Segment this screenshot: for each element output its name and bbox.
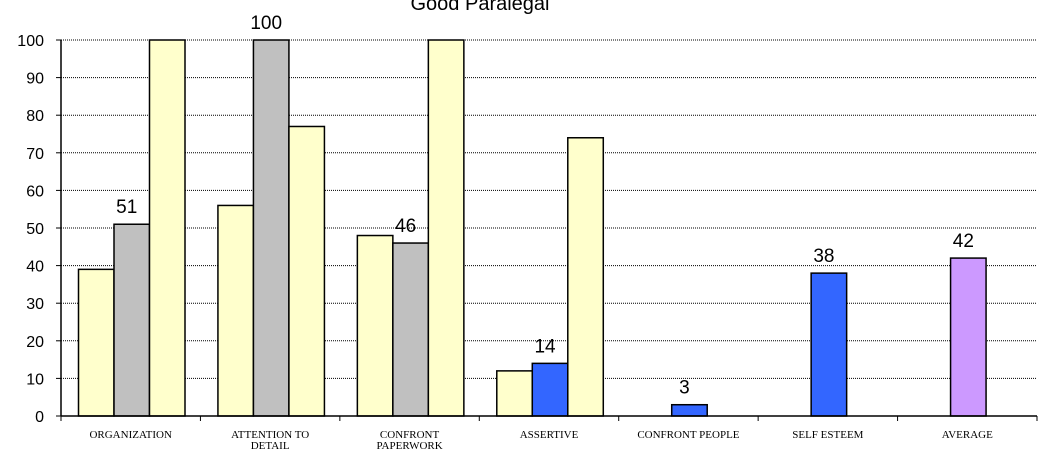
y-tick-label: 70 <box>26 146 44 163</box>
y-tick-label: 0 <box>35 409 44 426</box>
bar <box>567 137 605 417</box>
bar <box>148 39 186 417</box>
x-tick-label: ORGANIZATION <box>89 429 172 441</box>
x-tick-label: CONFRONT PAPERWORK <box>376 429 442 452</box>
data-label: 46 <box>395 216 416 237</box>
data-label: 42 <box>953 231 974 252</box>
data-label: 3 <box>679 378 690 399</box>
bar <box>531 362 569 417</box>
axes <box>56 39 1038 421</box>
data-label: 14 <box>534 336 556 357</box>
data-label: 38 <box>813 246 834 267</box>
bar <box>288 125 326 417</box>
bar <box>949 257 987 417</box>
labels: 0 10 20 30 40 50 60 70 80 90 100 51 ORGANIZATION 100 A… <box>17 13 993 452</box>
bar <box>392 242 430 417</box>
x-tick-label: AVERAGE <box>942 429 993 441</box>
bar <box>810 272 848 417</box>
bar <box>113 223 151 417</box>
y-tick-label: 50 <box>26 221 44 238</box>
chart-title: Good Paralegal <box>411 0 550 15</box>
bar <box>670 403 708 417</box>
bar <box>496 370 534 417</box>
bar <box>252 39 290 417</box>
y-tick-label: 100 <box>17 33 44 50</box>
y-tick-label: 10 <box>26 371 44 388</box>
bar <box>427 39 465 417</box>
x-tick-label: CONFRONT PEOPLE <box>637 429 739 441</box>
y-tick-label: 60 <box>26 183 44 200</box>
x-tick-label: SELF ESTEEM <box>792 429 863 441</box>
bars <box>77 39 987 417</box>
y-tick-label: 90 <box>26 71 44 88</box>
y-tick-label: 40 <box>26 259 44 276</box>
x-tick-label: ATTENTION TO DETAIL <box>231 429 309 452</box>
y-tick-label: 30 <box>26 296 44 313</box>
data-label: 51 <box>116 197 137 218</box>
bar <box>356 234 394 417</box>
y-tick-label: 20 <box>26 334 44 351</box>
data-label: 100 <box>250 13 282 34</box>
bar <box>77 268 115 417</box>
bar <box>217 204 255 417</box>
y-tick-label: 80 <box>26 108 44 125</box>
x-tick-label: ASSERTIVE <box>520 429 579 441</box>
gridlines <box>61 39 1037 379</box>
